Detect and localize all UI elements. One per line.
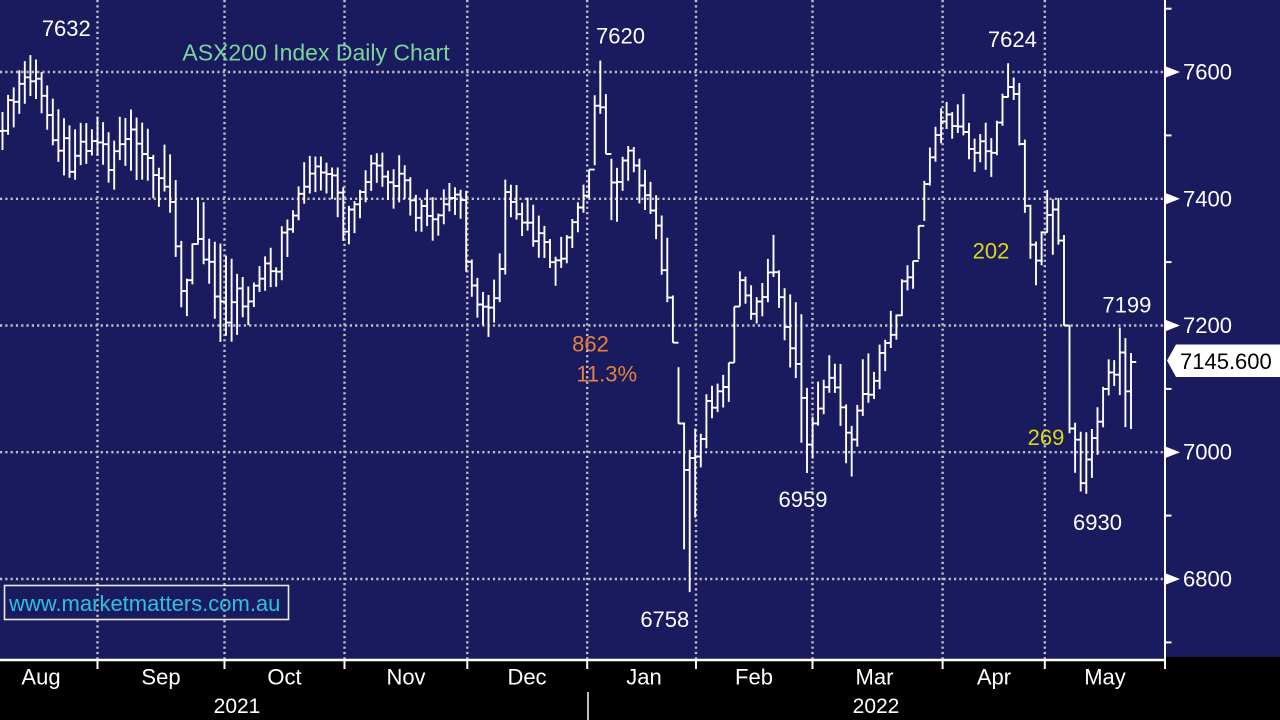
svg-text:7199: 7199: [1102, 293, 1151, 318]
svg-text:202: 202: [973, 239, 1010, 264]
svg-text:ASX200 Index Daily Chart: ASX200 Index Daily Chart: [182, 40, 450, 66]
svg-text:6930: 6930: [1073, 510, 1122, 535]
svg-text:862: 862: [572, 332, 609, 357]
svg-text:6758: 6758: [640, 607, 689, 632]
svg-text:Apr: Apr: [977, 665, 1011, 690]
svg-text:Nov: Nov: [386, 665, 425, 690]
svg-text:7620: 7620: [596, 24, 645, 49]
svg-text:11.3%: 11.3%: [576, 362, 637, 387]
svg-text:2022: 2022: [853, 695, 900, 718]
svg-text:May: May: [1084, 665, 1126, 690]
svg-text:Jan: Jan: [626, 665, 661, 690]
svg-text:Dec: Dec: [507, 665, 546, 690]
svg-text:Feb: Feb: [735, 665, 773, 690]
svg-text:7200: 7200: [1183, 313, 1232, 338]
svg-text:7000: 7000: [1183, 440, 1232, 465]
svg-text:7600: 7600: [1183, 60, 1232, 85]
svg-text:Oct: Oct: [267, 665, 301, 690]
svg-text:7400: 7400: [1183, 186, 1232, 211]
svg-text:Sep: Sep: [141, 665, 180, 690]
svg-text:Aug: Aug: [21, 665, 60, 690]
svg-text:6959: 6959: [779, 487, 828, 512]
svg-text:Mar: Mar: [856, 665, 894, 690]
svg-text:7624: 7624: [988, 27, 1037, 52]
svg-text:6800: 6800: [1183, 567, 1232, 592]
svg-text:www.marketmatters.com.au: www.marketmatters.com.au: [8, 591, 280, 616]
svg-text:2021: 2021: [214, 695, 261, 718]
svg-text:269: 269: [1028, 425, 1065, 450]
svg-text:7632: 7632: [42, 16, 91, 41]
svg-text:7145.600: 7145.600: [1180, 349, 1272, 374]
